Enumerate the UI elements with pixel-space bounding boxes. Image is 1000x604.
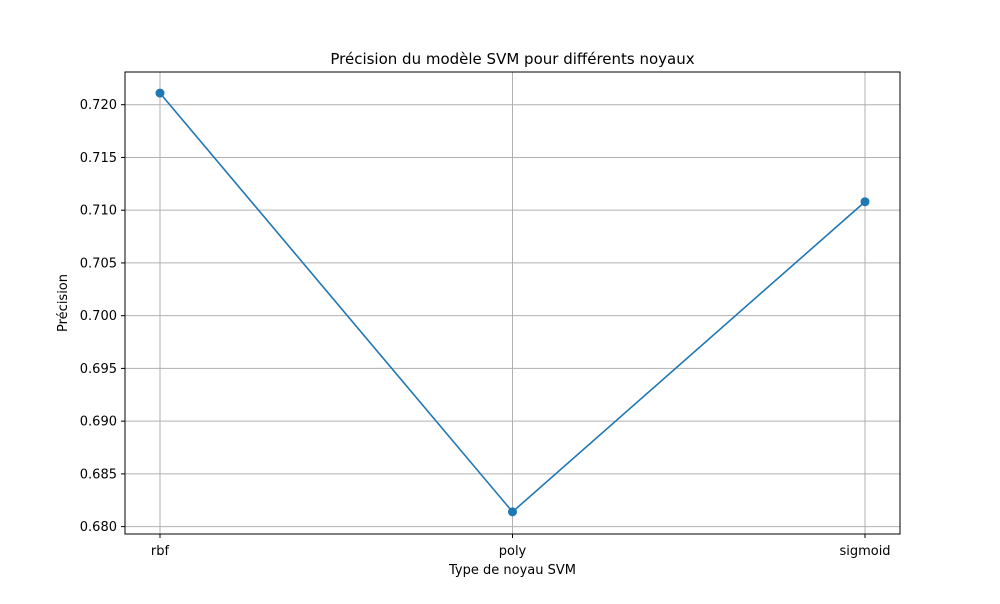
data-point-rbf [155,88,165,98]
data-point-poly [508,507,517,517]
y-tick-label: 0.720 [80,98,117,113]
x-tick-label: poly [499,544,527,559]
x-tick-label: rbf [151,544,170,559]
y-tick-label: 0.715 [80,151,117,166]
y-tick-label: 0.705 [80,256,117,271]
y-tick-label: 0.695 [80,362,117,377]
x-axis-label: Type de noyau SVM [448,563,576,578]
tick-layer: 0.680 0.685 0.690 0.695 0.700 0.705 0.710 0.715… [80,98,891,559]
y-tick-label: 0.700 [80,309,117,324]
data-point-sigmoid [860,197,870,207]
y-axis-label: Précision [56,274,71,332]
y-tick-label: 0.710 [80,204,117,219]
y-tick-label: 0.685 [80,467,117,482]
y-tick-label: 0.690 [80,415,117,430]
y-tick-label: 0.680 [80,520,117,535]
grid-layer [125,72,900,534]
x-tick-label: sigmoid [839,544,890,559]
chart-title: Précision du modèle SVM pour différents … [330,50,694,68]
series-layer [155,88,870,517]
